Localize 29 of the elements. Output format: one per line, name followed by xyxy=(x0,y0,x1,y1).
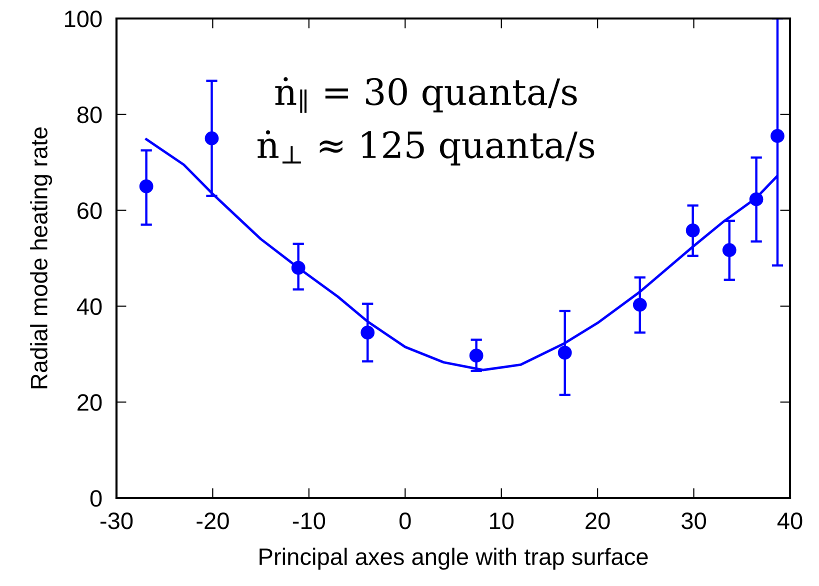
x-tick-label: 30 xyxy=(682,512,706,530)
y-tick-label: 20 xyxy=(78,394,102,411)
annotation: ṅ$_{⊥}$ ≈ 125 quanta/s xyxy=(258,130,594,166)
y-axis-title: Radial mode heating rate xyxy=(30,127,52,388)
point xyxy=(291,260,306,275)
x-tick-label: -30 xyxy=(100,512,133,530)
x-tick-label: 20 xyxy=(586,512,610,530)
y-tick-label: 40 xyxy=(76,298,102,315)
point xyxy=(360,326,375,340)
x-axis-title: Principal axes angle with trap surface xyxy=(260,548,648,570)
point xyxy=(558,346,572,360)
point xyxy=(749,192,764,206)
point xyxy=(722,243,736,258)
x-tick-label: 0 xyxy=(400,512,411,530)
point xyxy=(204,131,219,146)
y-tick-label: 100 xyxy=(65,10,102,28)
x-tick-label: -20 xyxy=(196,512,229,530)
y-tick-label: 80 xyxy=(77,106,102,124)
point xyxy=(686,223,700,238)
point xyxy=(139,179,154,194)
point xyxy=(632,298,647,312)
point xyxy=(770,129,784,143)
annotation: ṅ$_{∥}$ = 30 quanta/s xyxy=(275,77,577,113)
y-tick-label: 60 xyxy=(78,202,102,220)
y-tick-label: 0 xyxy=(90,490,102,507)
x-tick-label: 40 xyxy=(777,512,802,530)
x-tick-label: 10 xyxy=(490,512,514,530)
point xyxy=(469,348,484,363)
x-tick-label: -10 xyxy=(292,512,326,530)
